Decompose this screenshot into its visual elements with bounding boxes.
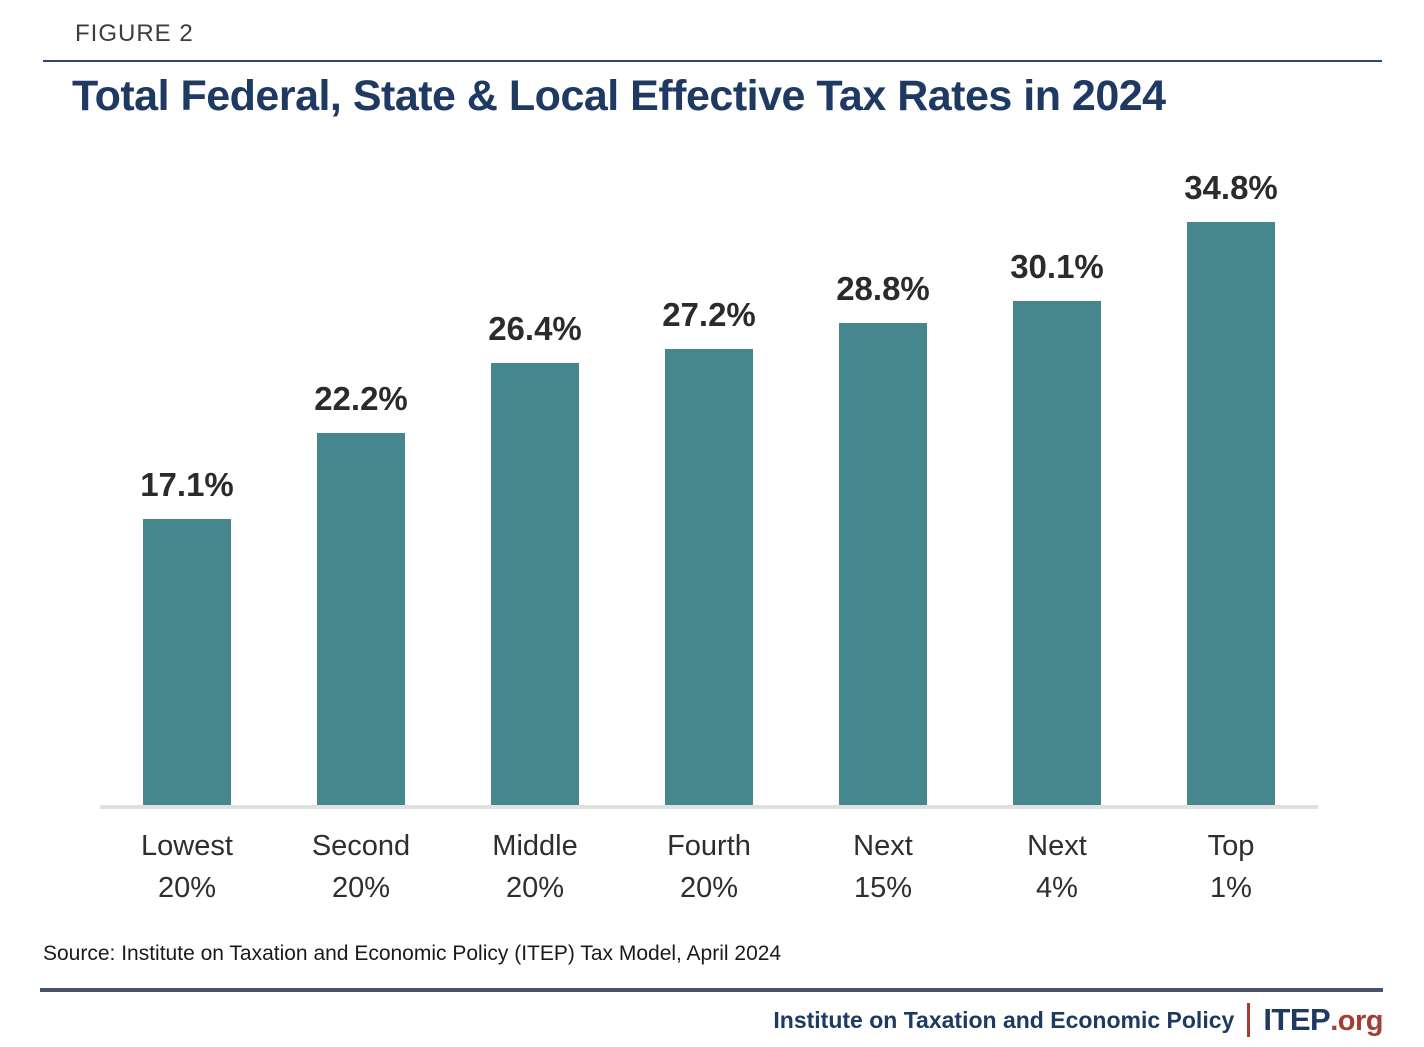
x-axis-label-line: 20% bbox=[505, 872, 565, 905]
bar bbox=[1013, 301, 1101, 805]
footer-separator-bar bbox=[1247, 1003, 1251, 1037]
bar-column: 17.1% bbox=[100, 466, 274, 805]
x-axis-label-line: 20% bbox=[157, 872, 217, 905]
bar bbox=[839, 323, 927, 805]
bar-value-label: 27.2% bbox=[662, 296, 756, 333]
bar-chart: 17.1% 22.2% 26.4% 27.2% 28.8% 30.1% 34.8% Lowe… bbox=[100, 169, 1318, 909]
itep-logo-name: ITEP bbox=[1263, 1002, 1331, 1037]
bar bbox=[491, 363, 579, 805]
bar-value-label: 22.2% bbox=[314, 380, 408, 417]
x-axis-label-line: Next bbox=[1027, 830, 1087, 862]
bar-column: 27.2% bbox=[622, 296, 796, 805]
bar-column: 26.4% bbox=[448, 310, 622, 805]
x-axis-labels: Lowest 20% Second 20% Middle 20% Fourth 20% Next… bbox=[100, 825, 1318, 909]
x-axis-label-line: Lowest bbox=[141, 830, 233, 862]
bar bbox=[317, 433, 405, 805]
x-axis-baseline bbox=[100, 805, 1318, 809]
footer: Institute on Taxation and Economic Polic… bbox=[773, 1002, 1383, 1038]
x-axis-label-line: Middle bbox=[492, 830, 578, 862]
bar-value-label: 17.1% bbox=[140, 466, 234, 503]
x-axis-label-line: 20% bbox=[331, 872, 391, 905]
x-axis-label: Lowest 20% bbox=[100, 825, 274, 909]
figure-label: FIGURE 2 bbox=[75, 20, 194, 47]
x-axis-label-line: 4% bbox=[1036, 872, 1078, 905]
bar-value-label: 30.1% bbox=[1010, 248, 1104, 285]
x-axis-label: Second 20% bbox=[274, 825, 448, 909]
bar-value-label: 34.8% bbox=[1184, 169, 1278, 206]
header-rule bbox=[43, 60, 1382, 62]
chart-title: Total Federal, State & Local Effective T… bbox=[72, 72, 1166, 120]
x-axis-label: Middle 20% bbox=[448, 825, 622, 909]
x-axis-label-line: Top bbox=[1207, 830, 1255, 862]
footer-rule bbox=[40, 988, 1383, 992]
x-axis-label-line: Fourth bbox=[667, 830, 751, 862]
x-axis-label-line: Second bbox=[311, 830, 411, 862]
x-axis-label: Next 4% bbox=[970, 825, 1144, 909]
x-axis-label: Fourth 20% bbox=[622, 825, 796, 909]
bar-value-label: 28.8% bbox=[836, 270, 930, 307]
bar-value-label: 26.4% bbox=[488, 310, 582, 347]
x-axis-label-line: 1% bbox=[1210, 872, 1252, 905]
bar-column: 30.1% bbox=[970, 248, 1144, 805]
x-axis-label-line: Next bbox=[853, 830, 913, 862]
footer-org-name: Institute on Taxation and Economic Polic… bbox=[773, 1006, 1235, 1033]
bar bbox=[1187, 222, 1275, 805]
itep-logo-suffix: .org bbox=[1330, 1005, 1383, 1037]
x-axis-label: Next 15% bbox=[796, 825, 970, 909]
itep-logo: ITEP .org bbox=[1263, 1002, 1383, 1038]
bars-row: 17.1% 22.2% 26.4% 27.2% 28.8% 30.1% 34.8% bbox=[100, 169, 1318, 805]
bar-column: 28.8% bbox=[796, 270, 970, 805]
bar-column: 34.8% bbox=[1144, 169, 1318, 805]
bar bbox=[665, 349, 753, 805]
bar-column: 22.2% bbox=[274, 380, 448, 805]
x-axis-label-line: 15% bbox=[853, 872, 913, 905]
bar bbox=[143, 519, 231, 805]
x-axis-label-line: 20% bbox=[679, 872, 739, 905]
source-note: Source: Institute on Taxation and Econom… bbox=[43, 942, 782, 965]
x-axis-label: Top 1% bbox=[1144, 825, 1318, 909]
